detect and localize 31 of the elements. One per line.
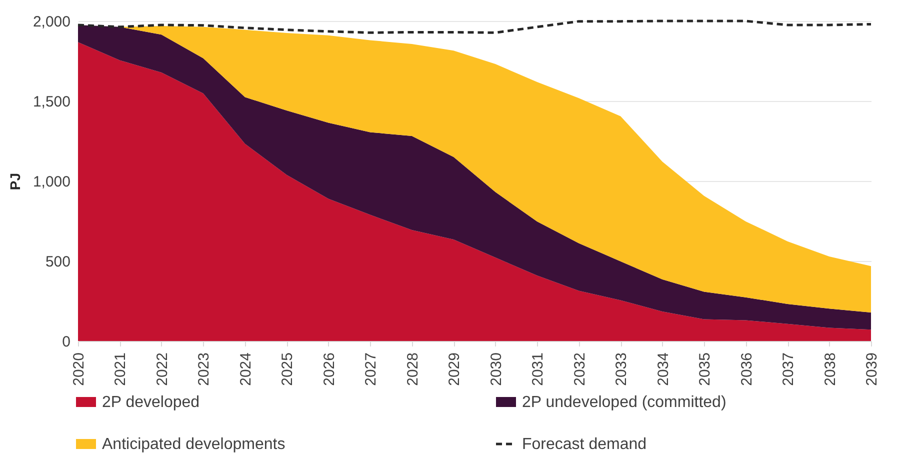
x-tick-label: 2039	[864, 352, 880, 386]
x-tick-label: 2020	[70, 352, 88, 386]
y-tick-label: 1,500	[32, 94, 70, 110]
x-tick-label: 2035	[696, 352, 714, 386]
line-series	[76, 20, 872, 34]
y-tick-label: 1,000	[32, 174, 70, 190]
x-tick-label: 2025	[279, 352, 296, 386]
x-tick-label: 2038	[822, 352, 839, 386]
x-tick-label: 2024	[237, 352, 254, 386]
x-tick-label: 2026	[320, 352, 338, 386]
x-tick-label: 2031	[530, 352, 547, 386]
x-tick-label: 2032	[571, 352, 588, 386]
x-tick-label: 2021	[112, 352, 130, 386]
x-tick-label: 2034	[654, 352, 672, 386]
x-tick-label: 2037	[780, 352, 798, 386]
legend-label: Anticipated developments	[102, 436, 286, 453]
y-tick-label: 0	[62, 334, 70, 350]
x-tick-label: 2036	[738, 352, 756, 386]
x-tick-label: 2030	[488, 352, 505, 386]
legend-label: Forecast demand	[522, 436, 647, 453]
x-tick-label: 2027	[362, 352, 380, 386]
legend-label: 2P undeveloped (committed)	[522, 394, 726, 411]
x-tick-label: 2028	[404, 352, 422, 386]
x-tick-label: 2033	[613, 352, 630, 386]
x-tick-label: 2029	[446, 352, 464, 386]
y-tick-label: 500	[45, 254, 70, 270]
x-tick-label: 2023	[196, 352, 213, 386]
y-axis-title: PJ	[6, 172, 23, 190]
x-tick-label: 2022	[154, 352, 171, 386]
legend-label: 2P developed	[102, 394, 200, 411]
y-tick-label: 2,000	[32, 14, 70, 30]
